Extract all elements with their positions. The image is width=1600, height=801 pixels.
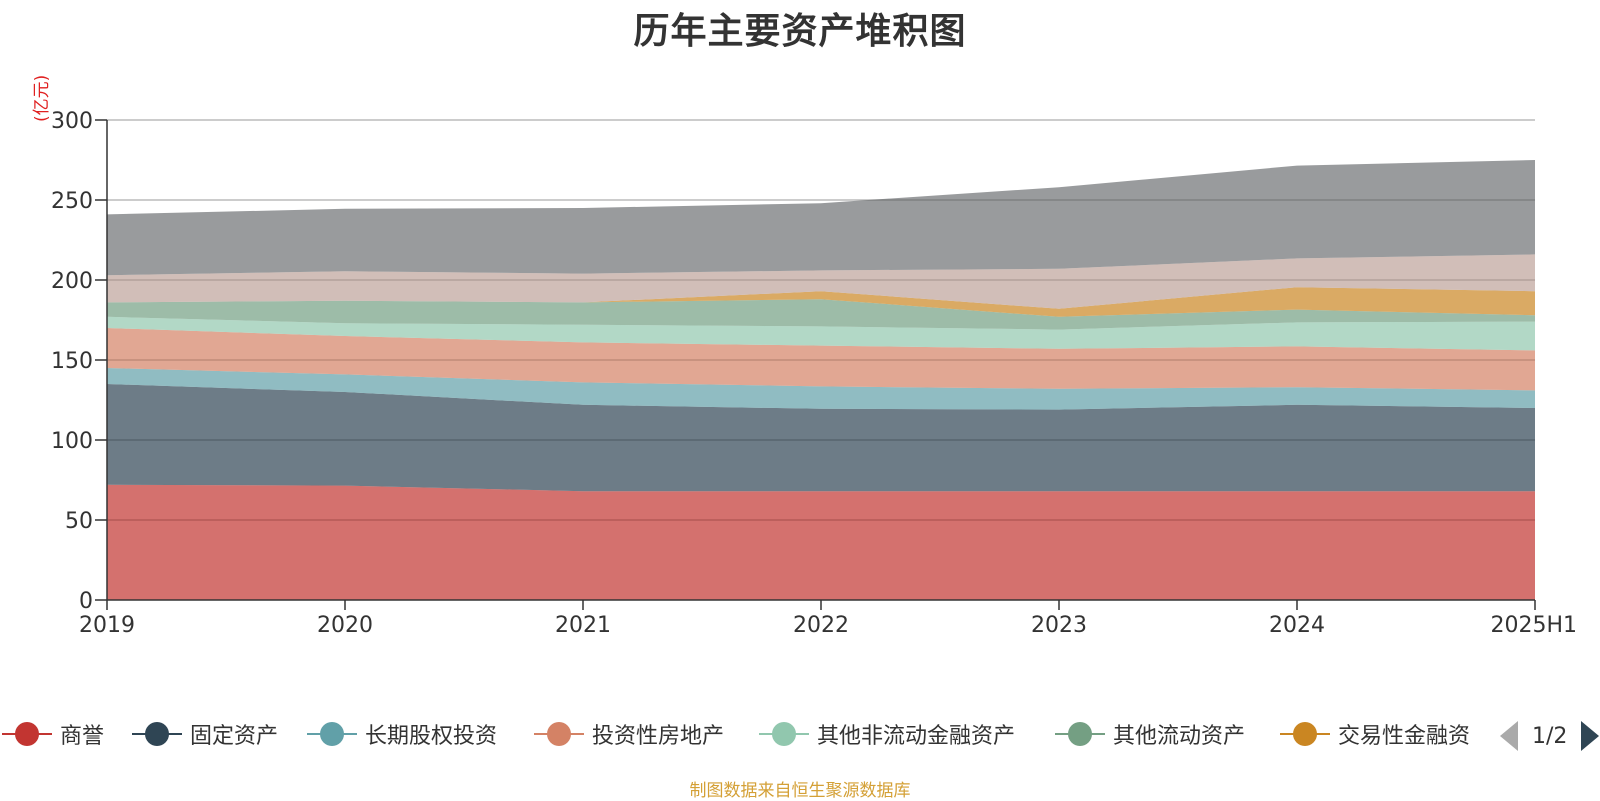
x-tick-label: 2020: [317, 613, 373, 638]
legend-label: 交易性金融资: [1338, 724, 1471, 749]
area-series-6[interactable]: [107, 287, 1535, 317]
legend-marker-dot: [772, 722, 796, 746]
y-tick-label: 300: [51, 109, 93, 134]
legend-marker-dot: [547, 722, 571, 746]
legend-marker-dot: [15, 722, 39, 746]
legend-marker-icon: [130, 716, 184, 752]
legend-marker-dot: [1068, 722, 1092, 746]
y-tick-label: 50: [65, 509, 93, 534]
area-series-5[interactable]: [107, 299, 1535, 330]
area-series-1[interactable]: [107, 384, 1535, 492]
legend-marker-icon: [305, 716, 359, 752]
data-source-note: 制图数据来自恒生聚源数据库: [689, 781, 911, 801]
legend-marker-dot: [320, 722, 344, 746]
legend-label: 固定资产: [190, 724, 279, 749]
area-series-3[interactable]: [107, 328, 1535, 391]
legend-item[interactable]: 其他流动资产: [1053, 716, 1245, 752]
y-tick-label: 0: [79, 589, 93, 614]
chart-title: 历年主要资产堆积图: [633, 11, 967, 52]
legend-item[interactable]: 长期股权投资: [305, 716, 497, 752]
legend-label: 其他流动资产: [1113, 724, 1246, 749]
x-tick-label: 2024: [1269, 613, 1325, 638]
legend-marker-icon: [1278, 716, 1332, 752]
legend-item[interactable]: 交易性金融资: [1278, 716, 1470, 752]
area-series-7[interactable]: [107, 254, 1535, 309]
legend-marker-dot: [145, 722, 169, 746]
legend-item[interactable]: 投资性房地产: [532, 716, 724, 752]
legend-marker-icon: [757, 716, 811, 752]
legend-item[interactable]: 固定资产: [130, 716, 278, 752]
legend-item[interactable]: 其他非流动金融资产: [757, 716, 1015, 752]
legend-item[interactable]: 商誉: [0, 716, 104, 752]
area-series-8[interactable]: [107, 160, 1535, 276]
stacked-areas: [107, 119, 1535, 600]
y-tick-label: 200: [51, 269, 93, 294]
legend-label: 其他非流动金融资产: [817, 724, 1016, 749]
axes: 0 50 100 150 200 250 300 2019 2020 2021 2022 2023 20…: [51, 109, 1577, 638]
x-tick-label: 2025H1: [1490, 613, 1577, 638]
legend-marker-icon: [0, 716, 54, 752]
y-tick-label: 100: [51, 429, 93, 454]
legend-label: 投资性房地产: [592, 724, 725, 749]
legend-page-indicator: 1/2: [1532, 723, 1568, 749]
legend-prev-icon[interactable]: [1500, 721, 1518, 751]
legend-label: 长期股权投资: [365, 724, 498, 749]
legend-marker-icon: [532, 716, 586, 752]
x-tick-label: 2019: [79, 613, 135, 638]
x-tick-label: 2021: [555, 613, 611, 638]
legend-next-icon[interactable]: [1581, 721, 1600, 751]
legend-marker-dot: [1293, 722, 1317, 746]
legend-pager: 1/2: [1500, 718, 1600, 754]
area-series-4[interactable]: [107, 316, 1535, 351]
legend: 商誉 固定资产 长期股权投资 投资性房地产 其他非流动金融资产 其他流动资产 交易性金融资: [0, 716, 1600, 752]
area-series-0[interactable]: [107, 484, 1535, 600]
legend-label: 商誉: [60, 724, 105, 749]
x-tick-label: 2022: [793, 613, 849, 638]
x-tick-label: 2023: [1031, 613, 1087, 638]
y-tick-label: 150: [51, 349, 93, 374]
y-tick-label: 250: [51, 189, 93, 214]
legend-marker-icon: [1053, 716, 1107, 752]
